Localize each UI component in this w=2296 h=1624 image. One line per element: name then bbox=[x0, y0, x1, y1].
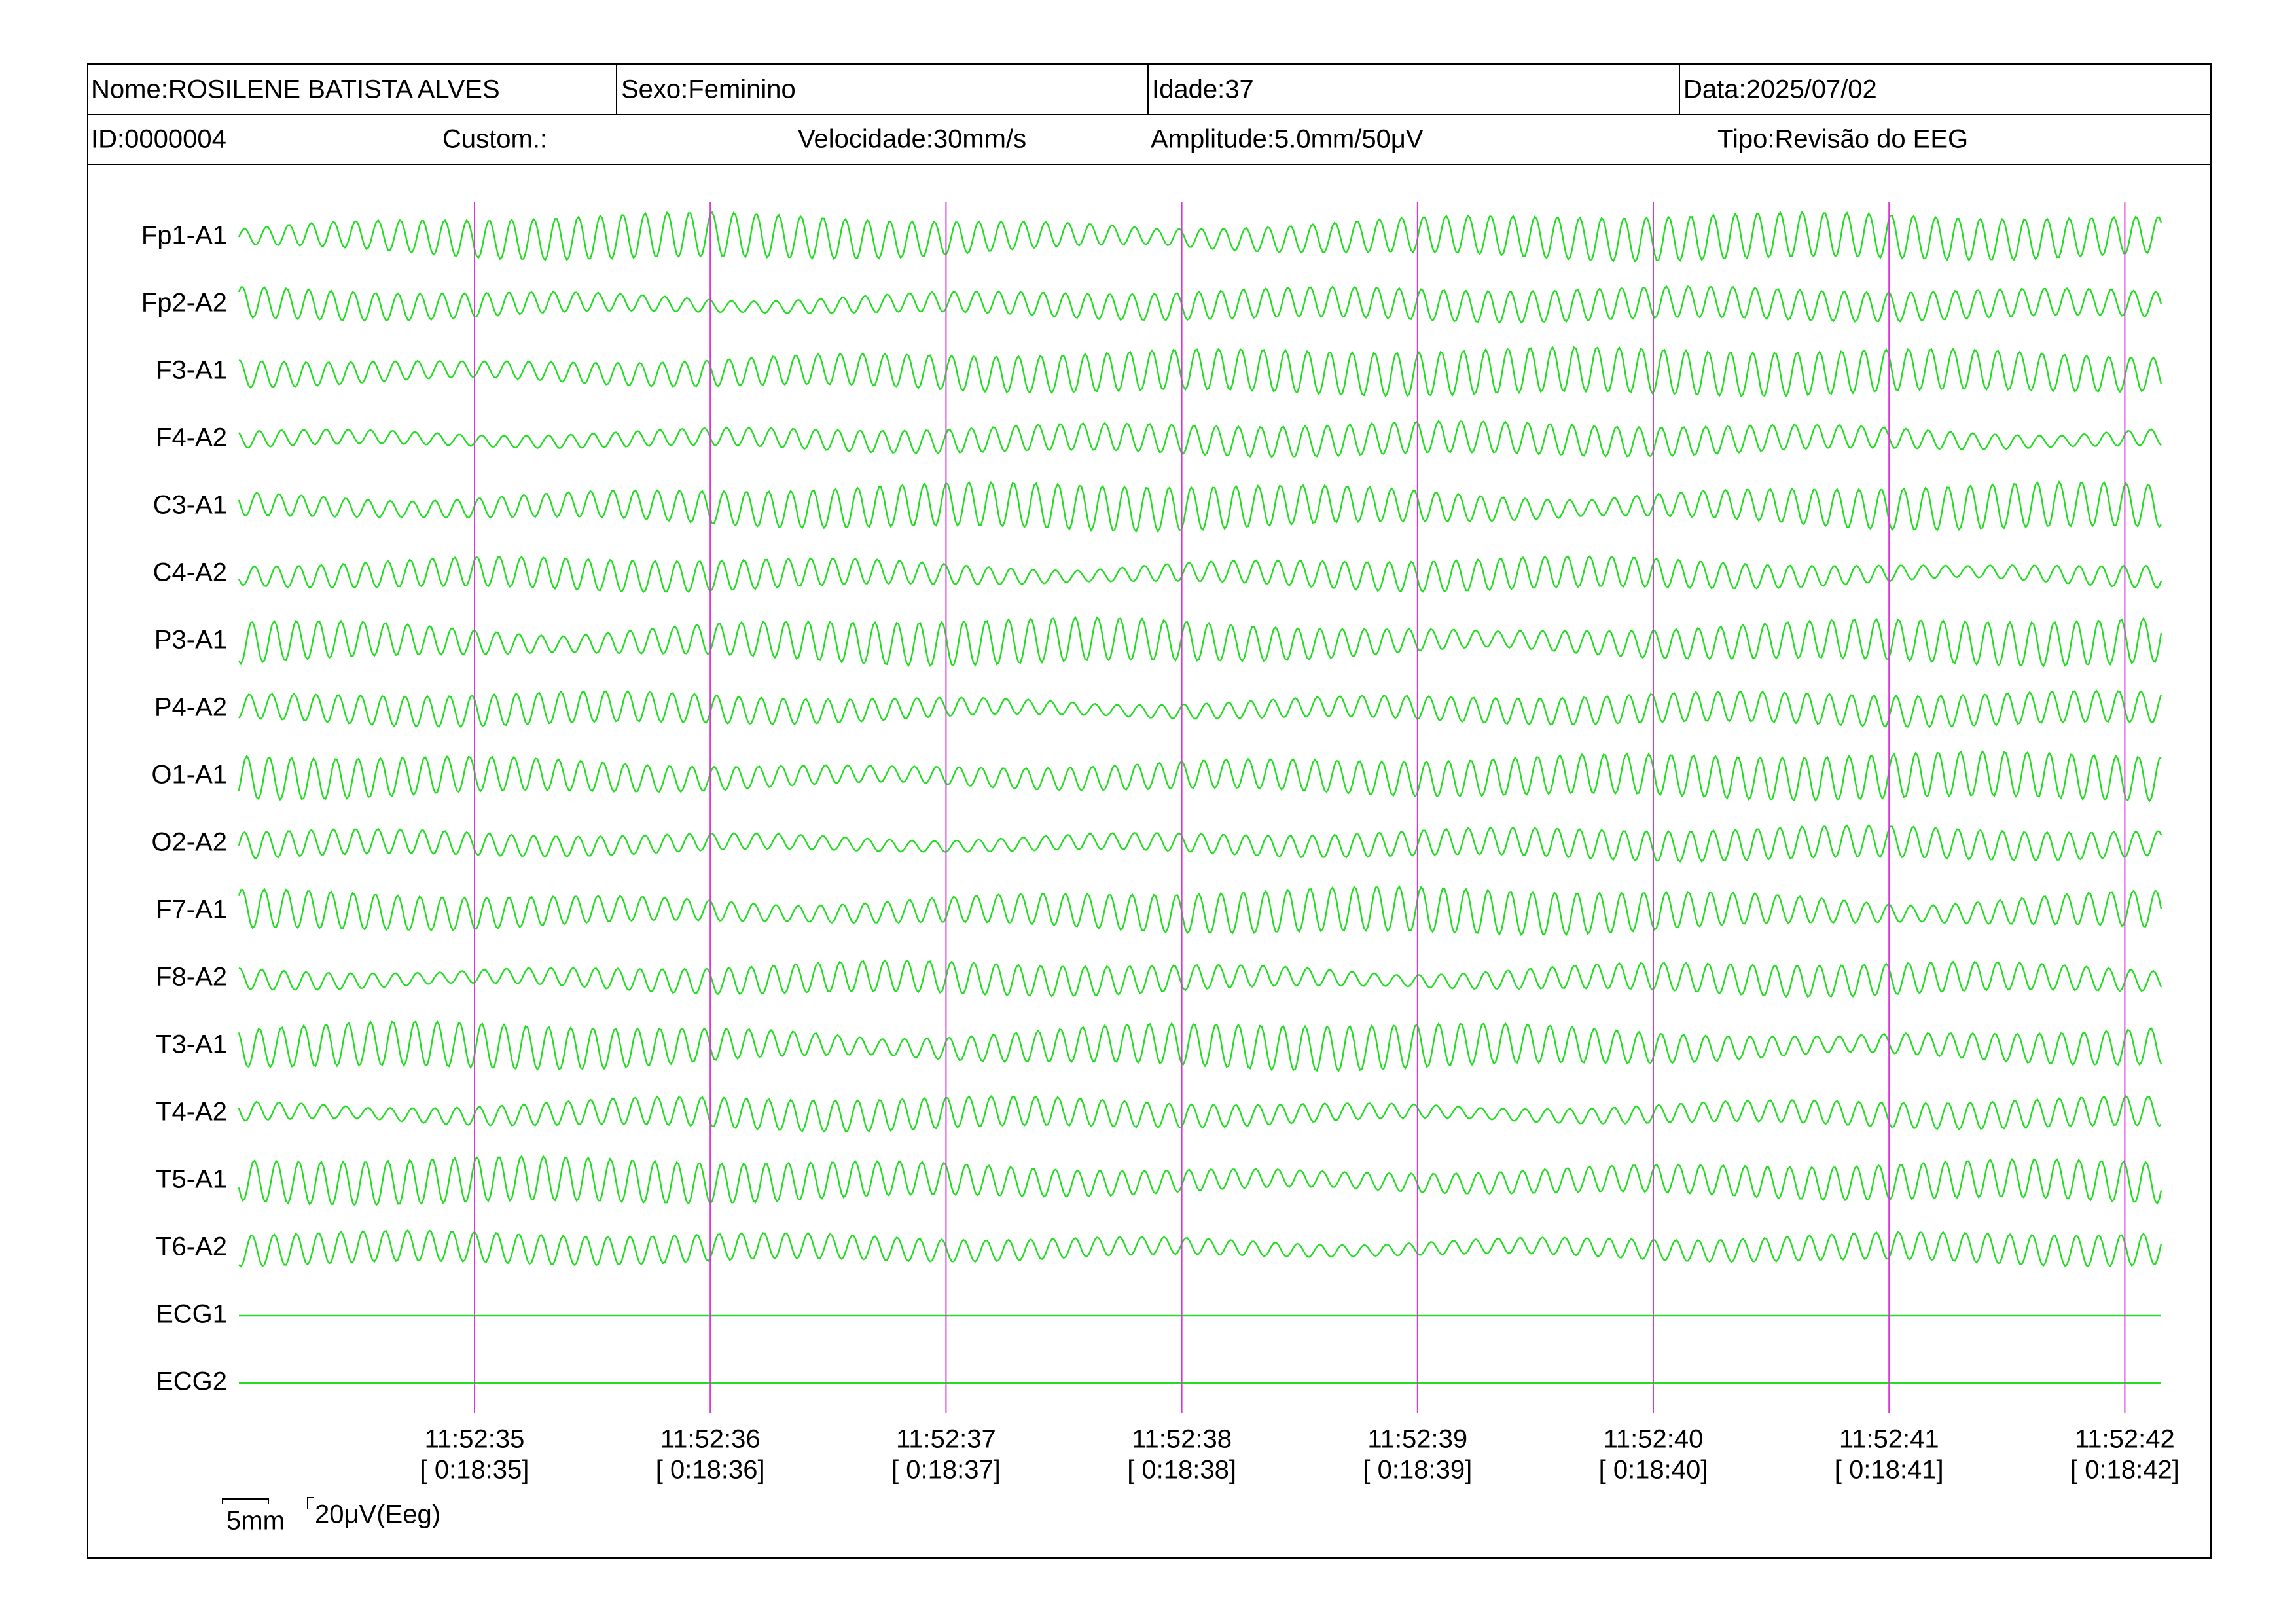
scale-length: 5mm bbox=[226, 1507, 285, 1536]
header-field: Amplitude:5.0mm/50μV bbox=[1151, 125, 1424, 154]
scale-amplitude: 20μV(Eeg) bbox=[315, 1500, 440, 1529]
eeg-trace bbox=[238, 1155, 2162, 1207]
frame bbox=[87, 63, 2212, 1559]
channel-label: P4-A2 bbox=[154, 693, 227, 722]
header-field: Sexo:Feminino bbox=[621, 75, 796, 104]
eeg-trace bbox=[238, 211, 2162, 263]
time-clock: 11:52:39 bbox=[1367, 1425, 1467, 1454]
eeg-trace bbox=[238, 285, 2162, 324]
channel-label: O1-A1 bbox=[151, 761, 227, 789]
eeg-trace bbox=[238, 615, 2162, 668]
time-clock: 11:52:35 bbox=[425, 1425, 525, 1454]
time-elapsed: [ 0:18:36] bbox=[656, 1456, 765, 1485]
time-clock: 11:52:42 bbox=[2075, 1425, 2175, 1454]
eeg-trace bbox=[238, 1094, 2162, 1133]
header-field: Tipo:Revisão do EEG bbox=[1717, 125, 1968, 154]
channel-label: T6-A2 bbox=[156, 1233, 227, 1261]
time-clock: 11:52:38 bbox=[1132, 1425, 1232, 1454]
header-field: Velocidade:30mm/s bbox=[798, 125, 1026, 154]
channel-label: ECG2 bbox=[156, 1367, 227, 1396]
channel-label: O2-A2 bbox=[151, 828, 227, 857]
scale-bracket bbox=[307, 1497, 314, 1509]
header-field: Data:2025/07/02 bbox=[1683, 75, 1877, 104]
time-elapsed: [ 0:18:37] bbox=[891, 1456, 1001, 1485]
header-field: ID:0000004 bbox=[91, 125, 226, 154]
channel-label: T4-A2 bbox=[156, 1098, 227, 1127]
channel-label: F7-A1 bbox=[156, 895, 227, 924]
eeg-trace bbox=[238, 346, 2162, 398]
header-field: Idade:37 bbox=[1152, 75, 1254, 104]
eeg-trace bbox=[238, 689, 2162, 729]
channel-label: T5-A1 bbox=[156, 1165, 227, 1194]
channel-label: C4-A2 bbox=[153, 558, 227, 587]
channel-label: T3-A1 bbox=[156, 1030, 227, 1059]
channel-label: P3-A1 bbox=[154, 626, 227, 655]
eeg-trace bbox=[238, 554, 2162, 594]
eeg-trace bbox=[238, 420, 2162, 458]
time-elapsed: [ 0:18:42] bbox=[2070, 1456, 2179, 1485]
eeg-trace bbox=[238, 1229, 2162, 1268]
channel-label: Fp1-A1 bbox=[141, 221, 227, 250]
eeg-trace bbox=[238, 885, 2162, 937]
channel-label: F3-A1 bbox=[156, 356, 227, 385]
channel-label: F4-A2 bbox=[156, 424, 227, 452]
time-elapsed: [ 0:18:40] bbox=[1599, 1456, 1708, 1485]
time-elapsed: [ 0:18:38] bbox=[1127, 1456, 1236, 1485]
eeg-trace bbox=[238, 749, 2162, 803]
eeg-trace bbox=[238, 1020, 2162, 1073]
traces: Fp1-A1 Fp2-A2 F3-A1 F4-A2 C3-A1 C4-A2 P3-A1 P4-… bbox=[141, 211, 2162, 1396]
time-elapsed: [ 0:18:41] bbox=[1835, 1456, 1944, 1485]
time-clock: 11:52:36 bbox=[660, 1425, 761, 1454]
header-field: Nome:ROSILENE BATISTA ALVES bbox=[91, 75, 500, 104]
time-elapsed: [ 0:18:39] bbox=[1363, 1456, 1472, 1485]
channel-label: C3-A1 bbox=[153, 491, 227, 520]
channel-label: ECG1 bbox=[156, 1300, 227, 1329]
time-clock: 11:52:41 bbox=[1839, 1425, 1939, 1454]
time-marks: 11:52:35[ 0:18:35] 11:52:36[ 0:18:36] 11:5… bbox=[420, 202, 2179, 1485]
time-elapsed: [ 0:18:35] bbox=[420, 1456, 529, 1485]
eeg-trace bbox=[238, 959, 2162, 998]
scale-bar bbox=[222, 1498, 269, 1504]
eeg-trace bbox=[238, 480, 2162, 533]
channel-label: Fp2-A2 bbox=[141, 289, 227, 317]
time-clock: 11:52:37 bbox=[896, 1425, 996, 1454]
header-field: Custom.: bbox=[442, 125, 547, 154]
eeg-trace bbox=[238, 824, 2162, 863]
time-clock: 11:52:40 bbox=[1604, 1425, 1704, 1454]
channel-label: F8-A2 bbox=[156, 963, 227, 992]
